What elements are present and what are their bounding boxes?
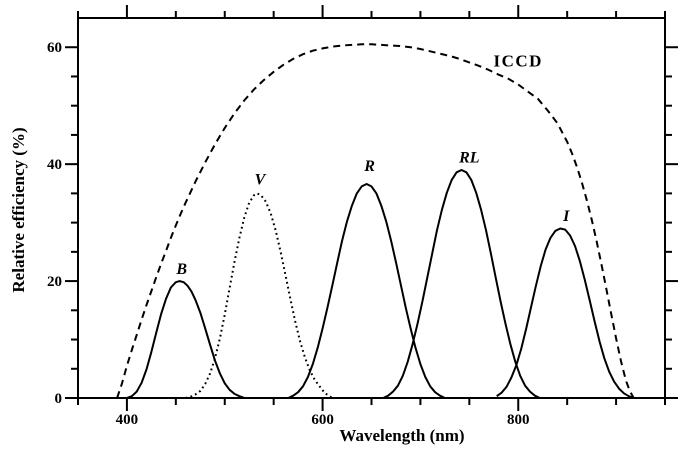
y-tick-label-0: 0 (55, 391, 63, 407)
y-tick-label-60: 60 (47, 40, 62, 56)
curve-I (496, 227, 635, 399)
y-axis-title: Relative efficiency (%) (9, 127, 28, 293)
y-tick-label-40: 40 (47, 157, 62, 173)
curve-label-V: V (255, 171, 267, 188)
curve-label-B: B (175, 261, 187, 278)
curve-B (126, 280, 245, 399)
curve-RL (382, 169, 541, 399)
curve-label-I: I (562, 208, 570, 225)
plot-frame (77, 17, 666, 399)
curve-R (287, 183, 446, 399)
curve-ICCD (116, 43, 635, 399)
x-axis-title: Wavelength (nm) (339, 426, 465, 445)
x-tick-label-800: 800 (507, 412, 530, 428)
curve-label-RL: RL (458, 150, 480, 167)
y-tick-label-20: 20 (47, 274, 62, 290)
x-tick-label-400: 400 (116, 412, 139, 428)
x-tick-label-600: 600 (311, 412, 334, 428)
curve-label-ICCD: ICCD (494, 51, 543, 70)
curve-label-R: R (363, 158, 375, 175)
curve-V (185, 192, 333, 399)
